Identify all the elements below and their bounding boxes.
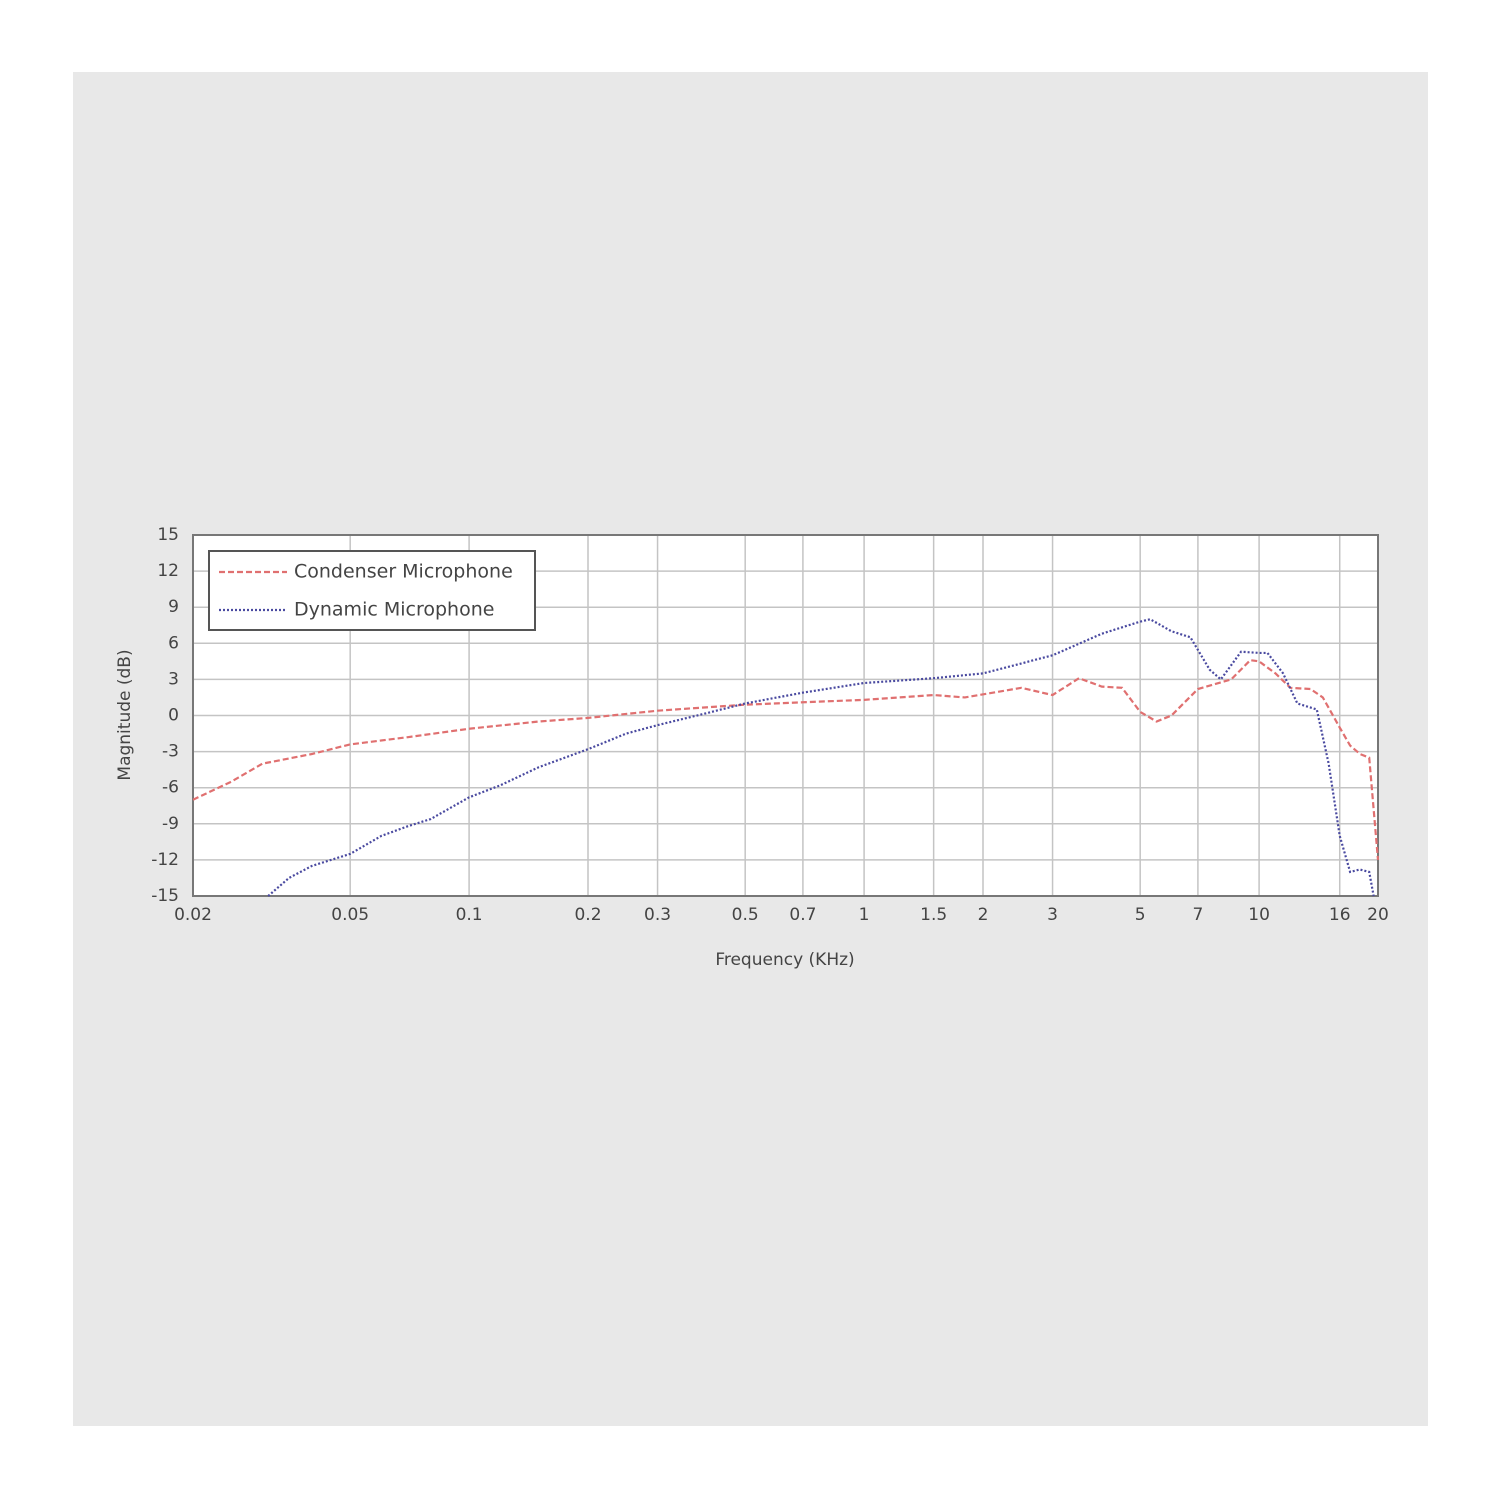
x-axis-label: Frequency (KHz) <box>715 950 854 970</box>
legend-label: Condenser Microphone <box>294 561 513 583</box>
plot-frame <box>192 534 1379 897</box>
x-tick-label: 0.02 <box>174 905 212 925</box>
y-tick-label: 9 <box>168 597 179 617</box>
y-tick-label: 3 <box>168 669 179 689</box>
x-tick-label: 0.1 <box>456 905 483 925</box>
x-tick-label: 0.2 <box>574 905 601 925</box>
y-tick-label: -15 <box>151 886 179 906</box>
x-tick-label: 2 <box>978 905 989 925</box>
x-tick-label: 20 <box>1367 905 1389 925</box>
y-tick-label: 6 <box>168 633 179 653</box>
y-tick-label: 15 <box>157 525 179 545</box>
y-tick-label: -9 <box>162 814 179 834</box>
x-tick-label: 16 <box>1329 905 1351 925</box>
y-tick-label: 12 <box>157 561 179 581</box>
y-tick-label: -6 <box>162 778 179 798</box>
x-tick-label: 0.5 <box>732 905 759 925</box>
x-tick-label: 0.7 <box>789 905 816 925</box>
legend-label: Dynamic Microphone <box>294 599 494 621</box>
y-axis-label: Magnitude (dB) <box>115 649 135 780</box>
x-tick-label: 1 <box>859 905 870 925</box>
x-tick-label: 1.5 <box>920 905 947 925</box>
x-tick-label: 0.3 <box>644 905 671 925</box>
y-tick-label: -12 <box>151 850 179 870</box>
y-tick-label: -3 <box>162 742 179 762</box>
series-line <box>192 658 1380 860</box>
x-tick-label: 10 <box>1248 905 1270 925</box>
x-tick-label: 3 <box>1047 905 1058 925</box>
legend-box <box>208 550 536 631</box>
series-line <box>267 618 1375 897</box>
x-tick-label: 5 <box>1135 905 1146 925</box>
x-tick-label: 7 <box>1192 905 1203 925</box>
y-tick-label: 0 <box>168 706 179 726</box>
x-tick-label: 0.05 <box>331 905 369 925</box>
